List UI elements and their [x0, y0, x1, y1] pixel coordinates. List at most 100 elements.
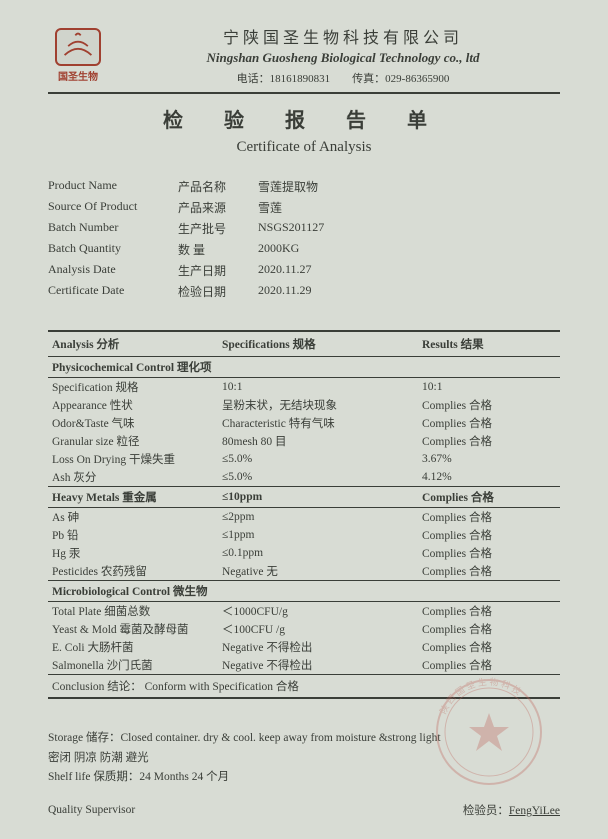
table-row: Pb 铅≤1ppmComplies 合格 — [48, 526, 560, 544]
info-row: Batch Quantity数 量2000KG — [48, 239, 560, 260]
product-info-table: Product Name产品名称雪莲提取物Source Of Product产品… — [48, 176, 560, 302]
table-cell: Complies 合格 — [418, 602, 560, 621]
table-cell: Complies 合格 — [418, 544, 560, 562]
table-row: Total Plate 细菌总数＜1000CFU/gComplies 合格 — [48, 602, 560, 621]
table-cell: 4.12% — [418, 468, 560, 487]
table-cell: Microbiological Control 微生物 — [48, 581, 218, 602]
info-value: 2020.11.27 — [258, 260, 560, 281]
storage-line1: Storage 储存：Closed container. dry & cool.… — [48, 729, 560, 749]
table-cell: Negative 不得检出 — [218, 638, 418, 656]
table-row: As 砷≤2ppmComplies 合格 — [48, 508, 560, 527]
table-cell — [418, 357, 560, 378]
table-cell: 10:1 — [218, 378, 418, 397]
table-row: Microbiological Control 微生物 — [48, 581, 560, 602]
table-cell: Complies 合格 — [418, 414, 560, 432]
table-cell: Ash 灰分 — [48, 468, 218, 487]
table-cell: Pesticides 农药残留 — [48, 562, 218, 581]
table-cell: Complies 合格 — [418, 638, 560, 656]
table-cell: Hg 汞 — [48, 544, 218, 562]
doc-title-en: Certificate of Analysis — [48, 139, 560, 156]
table-cell — [218, 581, 418, 602]
doc-title-cn: 检 验 报 告 单 — [48, 104, 560, 133]
info-label-en: Analysis Date — [48, 260, 178, 281]
table-cell: ≤1ppm — [218, 526, 418, 544]
info-value: 2020.11.29 — [258, 281, 560, 302]
table-cell: Negative 不得检出 — [218, 656, 418, 675]
table-cell: Loss On Drying 干燥失重 — [48, 450, 218, 468]
quality-supervisor-label: Quality Supervisor — [48, 804, 135, 816]
table-cell: 10:1 — [418, 378, 560, 397]
table-cell: Analysis 分析 — [48, 331, 218, 357]
table-row: E. Coli 大肠杆菌Negative 不得检出Complies 合格 — [48, 638, 560, 656]
inspector-label: 检验员： — [463, 805, 509, 817]
table-cell: Complies 合格 — [418, 396, 560, 414]
signature-block: Quality Supervisor 检验员：FengYiLee — [48, 802, 560, 818]
table-cell — [218, 357, 418, 378]
table-cell: Complies 合格 — [418, 432, 560, 450]
info-label-cn: 生产批号 — [178, 218, 258, 239]
info-row: Analysis Date生产日期2020.11.27 — [48, 260, 560, 281]
phone-label: 电话： — [237, 73, 270, 85]
info-label-en: Source Of Product — [48, 197, 178, 218]
table-row: Hg 汞≤0.1ppmComplies 合格 — [48, 544, 560, 562]
table-row: Conclusion 结论： Conform with Specificatio… — [48, 675, 560, 699]
info-value: 2000KG — [258, 239, 560, 260]
header: 国圣生物 宁陕国圣生物科技有限公司 Ningshan Guosheng Biol… — [48, 24, 560, 86]
table-cell: Granular size 粒径 — [48, 432, 218, 450]
fax-value: 029-86365900 — [385, 73, 449, 85]
phone-value: 18161890831 — [270, 73, 331, 85]
table-cell: ＜1000CFU/g — [218, 602, 418, 621]
info-value: NSGS201127 — [258, 218, 560, 239]
table-cell: ≤10ppm — [218, 487, 418, 508]
table-cell: ≤5.0% — [218, 450, 418, 468]
table-cell: Negative 无 — [218, 562, 418, 581]
info-row: Batch Number生产批号NSGS201127 — [48, 218, 560, 239]
table-cell: Appearance 性状 — [48, 396, 218, 414]
info-label-cn: 生产日期 — [178, 260, 258, 281]
company-logo-icon — [55, 28, 101, 66]
inspector-name: FengYiLee — [509, 805, 560, 817]
table-row: Physicochemical Control 理化项 — [48, 357, 560, 378]
info-label-en: Certificate Date — [48, 281, 178, 302]
fax-label: 传真： — [352, 73, 385, 85]
table-cell: 呈粉末状，无结块现象 — [218, 396, 418, 414]
info-label-en: Product Name — [48, 176, 178, 197]
table-cell: ≤2ppm — [218, 508, 418, 527]
info-label-cn: 产品名称 — [178, 176, 258, 197]
shelf-life-line: Shelf life 保质期：24 Months 24 个月 — [48, 768, 560, 788]
info-row: Certificate Date检验日期2020.11.29 — [48, 281, 560, 302]
table-row: Salmonella 沙门氏菌Negative 不得检出Complies 合格 — [48, 656, 560, 675]
info-value: 雪莲提取物 — [258, 176, 560, 197]
table-cell: ≤5.0% — [218, 468, 418, 487]
table-cell: Results 结果 — [418, 331, 560, 357]
table-cell: 80mesh 80 目 — [218, 432, 418, 450]
table-cell: Characteristic 特有气味 — [218, 414, 418, 432]
company-name-en: Ningshan Guosheng Biological Technology … — [126, 50, 560, 66]
table-cell: Complies 合格 — [418, 562, 560, 581]
table-cell: ＜100CFU /g — [218, 620, 418, 638]
table-cell: Specifications 规格 — [218, 331, 418, 357]
table-cell: As 砷 — [48, 508, 218, 527]
table-cell: Specification 规格 — [48, 378, 218, 397]
shelf-life-label: Shelf life 保质期： — [48, 771, 139, 783]
storage-line2: 密闭 阴凉 防潮 避光 — [48, 749, 560, 769]
table-cell: Total Plate 细菌总数 — [48, 602, 218, 621]
table-row: Pesticides 农药残留Negative 无Complies 合格 — [48, 562, 560, 581]
info-row: Product Name产品名称雪莲提取物 — [48, 176, 560, 197]
table-row: Yeast & Mold 霉菌及酵母菌＜100CFU /gComplies 合格 — [48, 620, 560, 638]
table-cell: E. Coli 大肠杆菌 — [48, 638, 218, 656]
table-cell: Yeast & Mold 霉菌及酵母菌 — [48, 620, 218, 638]
table-cell: Physicochemical Control 理化项 — [48, 357, 218, 378]
contact-line: 电话：18161890831 传真：029-86365900 — [126, 70, 560, 86]
table-cell: Salmonella 沙门氏菌 — [48, 656, 218, 675]
table-row: Loss On Drying 干燥失重≤5.0%3.67% — [48, 450, 560, 468]
table-cell: Complies 合格 — [418, 656, 560, 675]
table-cell: Heavy Metals 重金属 — [48, 487, 218, 508]
table-row: Granular size 粒径80mesh 80 目Complies 合格 — [48, 432, 560, 450]
table-row: Heavy Metals 重金属≤10ppmComplies 合格 — [48, 487, 560, 508]
info-label-cn: 产品来源 — [178, 197, 258, 218]
table-row: Ash 灰分≤5.0%4.12% — [48, 468, 560, 487]
info-row: Source Of Product产品来源雪莲 — [48, 197, 560, 218]
shelf-life-value: 24 Months 24 个月 — [139, 771, 229, 783]
info-label-en: Batch Quantity — [48, 239, 178, 260]
